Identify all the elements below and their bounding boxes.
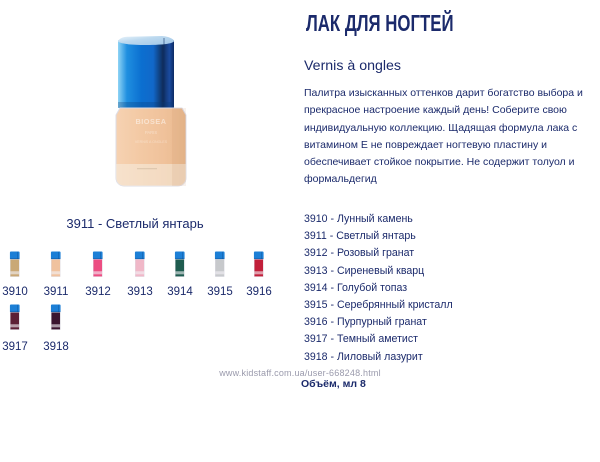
svg-text:VERNIS A ONGLES: VERNIS A ONGLES [135,140,168,144]
svg-text:PARIS: PARIS [145,130,157,135]
svg-text:BIOSEA: BIOSEA [136,117,167,126]
